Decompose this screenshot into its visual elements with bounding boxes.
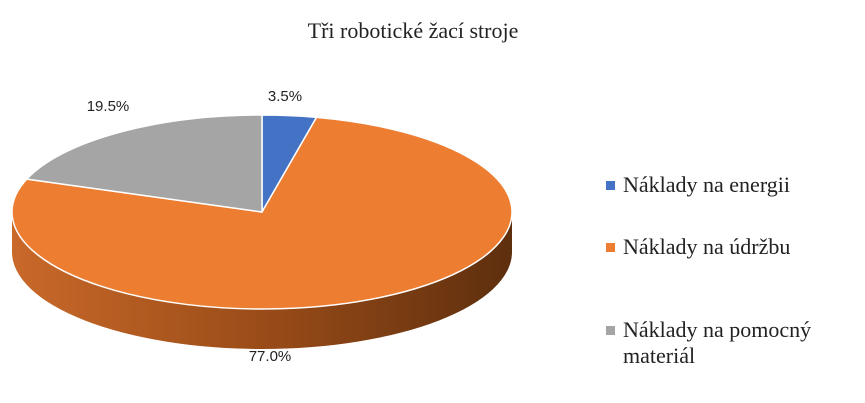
legend-item: Náklady na údržbu: [606, 234, 861, 260]
pie-slice: [11, 116, 513, 310]
data-label: 19.5%: [87, 98, 130, 115]
legend-label: Náklady na pomocný materiál: [623, 317, 812, 368]
pie-slice: [25, 114, 263, 213]
data-label: 77.0%: [249, 348, 292, 365]
legend-swatch: [606, 181, 615, 190]
data-label: 3.5%: [268, 88, 302, 105]
legend-label: Náklady na energii: [623, 172, 790, 197]
chart-title: Tři robotické žací stroje: [308, 18, 519, 43]
legend-label: Náklady na údržbu: [623, 234, 791, 259]
pie-side: [12, 212, 512, 349]
legend-swatch: [606, 326, 615, 335]
legend-swatch: [606, 243, 615, 252]
legend-item: Náklady na energii: [606, 172, 861, 198]
legend-item: Náklady na pomocný materiál: [606, 317, 861, 369]
